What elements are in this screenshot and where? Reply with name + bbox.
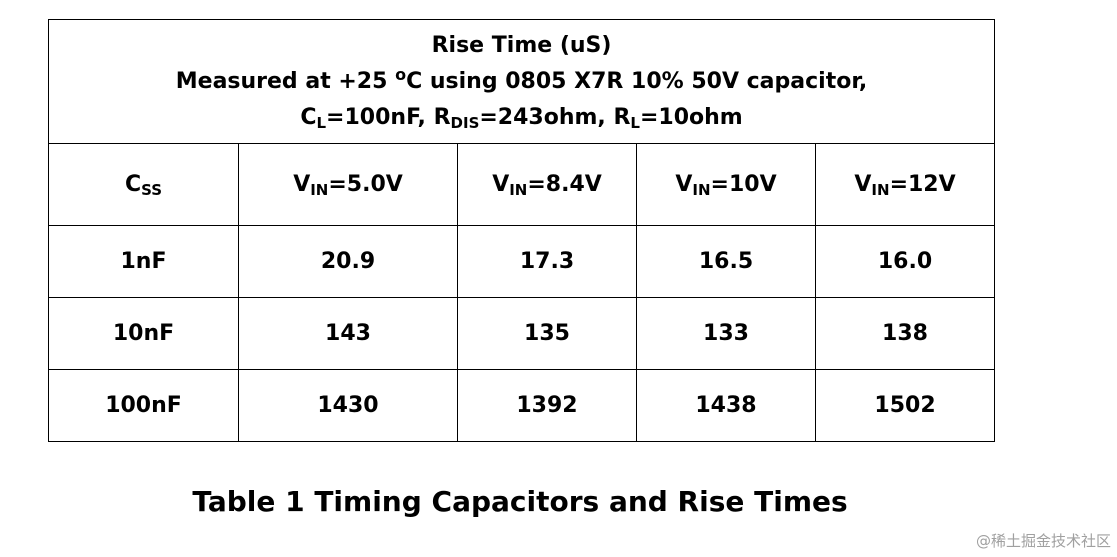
title-line-2-post: C using 0805 X7R 10% 50V capacitor, [406,68,868,94]
vin-base: V [675,172,693,197]
rl-base: R [613,104,631,130]
value-cell: 133 [636,297,816,370]
value-cell: 20.9 [238,225,458,298]
title-row: Rise Time (uS) Measured at +25 oC using … [47,19,996,144]
css-sub: SS [141,181,163,199]
rise-time-table: Rise Time (uS) Measured at +25 oC using … [47,19,996,442]
value-cell: 16.0 [814,225,996,298]
value-cell: 1430 [238,369,458,442]
cl-base: C [300,104,317,130]
header-vin-12v: VIN=12V [814,143,996,226]
header-css: CSS [48,143,239,226]
title-line-2-pre: Measured at +25 [175,68,396,94]
degree-symbol: o [395,64,407,84]
table-row: 10nF 143 135 133 138 [48,297,996,370]
watermark: @稀土掘金技术社区 [975,532,1111,550]
vin-value: =5.0V [328,172,403,197]
vin-value: =12V [889,172,956,197]
value-cell: 17.3 [457,225,637,298]
title-line-3: CL=100nF, RDIS=243ohm, RL=10ohm [49,100,994,136]
vin-base: V [492,172,510,197]
css-base: C [124,172,142,197]
header-vin-5v: VIN=5.0V [238,143,458,226]
vin-sub: IN [310,181,329,199]
table-title: Rise Time (uS) Measured at +25 oC using … [47,19,996,144]
cl-value: =100nF, [326,104,434,130]
title-line-2: Measured at +25 oC using 0805 X7R 10% 50… [49,64,994,100]
rl-value: =10ohm [639,104,743,130]
cl-sub: L [316,113,327,132]
table-caption: Table 1 Timing Capacitors and Rise Times [192,485,848,518]
table-row: 1nF 20.9 17.3 16.5 16.0 [48,225,996,298]
vin-base: V [854,172,872,197]
value-cell: 1438 [636,369,816,442]
rdis-base: R [433,104,451,130]
css-cell: 10nF [48,297,239,370]
header-vin-10v: VIN=10V [636,143,816,226]
title-line-1: Rise Time (uS) [431,32,612,58]
css-cell: 1nF [48,225,239,298]
table-row: 100nF 1430 1392 1438 1502 [48,369,996,442]
rdis-sub: DIS [450,113,480,132]
value-cell: 1502 [814,369,996,442]
rdis-value: =243ohm, [479,104,614,130]
rl-sub: L [630,113,640,132]
vin-sub: IN [871,181,890,199]
value-cell: 138 [814,297,996,370]
css-cell: 100nF [48,369,239,442]
header-vin-8v4: VIN=8.4V [457,143,637,226]
value-cell: 16.5 [636,225,816,298]
vin-base: V [293,172,311,197]
value-cell: 143 [238,297,458,370]
vin-sub: IN [509,181,528,199]
vin-value: =10V [710,172,777,197]
value-cell: 135 [457,297,637,370]
vin-sub: IN [692,181,711,199]
header-row: CSS VIN=5.0V VIN=8.4V VIN=10V VIN=12V [48,143,996,226]
value-cell: 1392 [457,369,637,442]
vin-value: =8.4V [527,172,602,197]
